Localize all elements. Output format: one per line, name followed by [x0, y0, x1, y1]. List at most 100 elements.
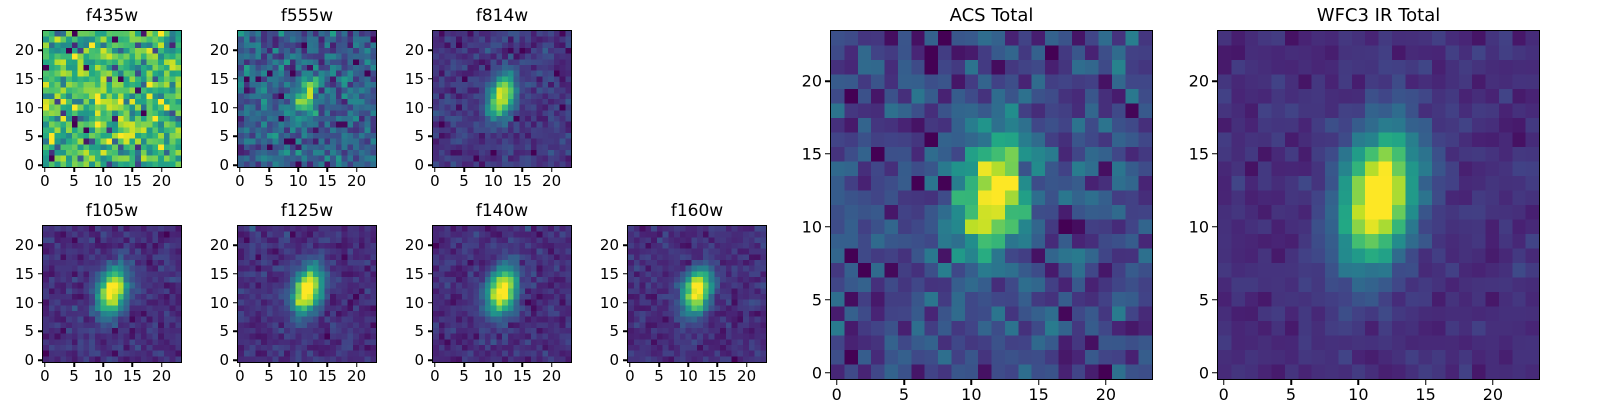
- x-tick-mark: [1105, 380, 1107, 385]
- x-tick-label: 15: [512, 367, 532, 385]
- panel-title-acs-total: ACS Total: [949, 5, 1034, 26]
- x-tick-mark: [268, 363, 270, 367]
- x-tick-label: 20: [1095, 385, 1117, 400]
- x-tick-label: 10: [93, 367, 113, 385]
- y-tick-label: 0: [609, 351, 619, 370]
- x-tick-mark: [970, 380, 973, 385]
- x-tick-label: 15: [122, 172, 142, 190]
- heatmap-image-f125w: [237, 225, 377, 363]
- x-tick-mark: [102, 363, 104, 367]
- y-tick-mark: [428, 273, 432, 275]
- y-tick-mark: [428, 49, 432, 51]
- x-tick-mark: [73, 168, 75, 172]
- x-tick-label: 5: [459, 172, 469, 190]
- x-tick-label: 10: [288, 172, 308, 190]
- x-tick-mark: [1222, 380, 1225, 385]
- y-tick-mark: [428, 301, 432, 304]
- x-tick-mark: [550, 363, 553, 367]
- panel-title-f140w: f140w: [475, 201, 529, 221]
- y-tick-label: 5: [811, 290, 822, 310]
- y-tick-mark: [428, 330, 432, 333]
- panel-f105w: f105w 0 5 10 15 20 0 5 10 15 20: [15, 201, 182, 385]
- x-axis-acs-total: 0 5 10 15 20: [830, 380, 1153, 400]
- x-tick-label: 0: [625, 367, 635, 385]
- x-tick-label: 20: [347, 172, 367, 190]
- y-tick-mark: [38, 244, 42, 246]
- x-tick-mark: [239, 363, 241, 367]
- panel-title-f435w: f435w: [85, 6, 139, 26]
- y-tick-mark: [38, 135, 42, 138]
- heatmap-image-f814w: [432, 30, 572, 168]
- x-tick-mark: [44, 363, 46, 367]
- y-tick-label: 20: [209, 41, 229, 60]
- y-tick-mark: [623, 301, 627, 304]
- y-tick-label: 20: [599, 236, 619, 255]
- y-tick-mark: [233, 244, 237, 246]
- x-tick-label: 20: [152, 367, 172, 385]
- panel-title-wfc3-ir-total: WFC3 IR Total: [1316, 5, 1441, 26]
- y-tick-label: 10: [209, 98, 229, 117]
- y-tick-label: 15: [14, 69, 34, 88]
- y-tick-mark: [1212, 153, 1217, 155]
- y-tick-label: 0: [1198, 363, 1209, 383]
- x-tick-label: 5: [69, 367, 79, 385]
- x-tick-mark: [521, 363, 524, 367]
- y-tick-mark: [233, 164, 237, 166]
- y-tick-mark: [233, 49, 237, 51]
- y-axis-acs-total: 0 5 10 15 20: [786, 30, 830, 382]
- y-tick-label: 10: [209, 293, 229, 312]
- panel-title-f814w: f814w: [475, 6, 529, 26]
- y-tick-label: 15: [404, 264, 424, 283]
- y-tick-mark: [233, 359, 237, 361]
- y-tick-mark: [1212, 80, 1217, 82]
- heatmap-image-f555w: [237, 30, 377, 168]
- x-axis-wfc3-ir-total: 0 5 10 15 20: [1217, 380, 1540, 400]
- y-tick-mark: [233, 273, 237, 275]
- x-axis-f435w: 0 5 10 15 20: [40, 168, 182, 190]
- x-tick-label: 10: [483, 367, 503, 385]
- x-tick-mark: [835, 380, 838, 385]
- x-tick-label: 0: [430, 172, 440, 190]
- y-tick-label: 20: [1188, 71, 1209, 91]
- heatmap-image-f435w: [42, 30, 182, 168]
- y-tick-mark: [38, 330, 42, 333]
- y-tick-mark: [1212, 371, 1217, 374]
- y-tick-mark: [428, 78, 432, 80]
- y-tick-label: 20: [14, 236, 34, 255]
- x-tick-label: 20: [542, 367, 562, 385]
- y-tick-mark: [428, 106, 432, 109]
- y-tick-label: 0: [219, 351, 229, 370]
- x-tick-label: 15: [1028, 385, 1049, 400]
- y-tick-label: 20: [14, 41, 34, 60]
- x-tick-mark: [492, 363, 494, 367]
- x-tick-mark: [268, 168, 270, 172]
- heatmap-image-f105w: [42, 225, 182, 363]
- x-tick-mark: [1290, 380, 1292, 385]
- x-tick-label: 0: [40, 367, 50, 385]
- y-tick-label: 5: [219, 127, 229, 146]
- y-tick-label: 5: [414, 322, 424, 341]
- y-tick-label: 15: [599, 264, 619, 283]
- y-tick-label: 15: [1188, 144, 1209, 164]
- y-tick-label: 20: [801, 71, 822, 91]
- x-tick-label: 20: [347, 367, 367, 385]
- y-tick-label: 0: [24, 351, 34, 370]
- x-tick-label: 10: [1348, 385, 1369, 400]
- x-tick-mark: [131, 168, 134, 172]
- y-tick-mark: [623, 244, 627, 246]
- x-tick-label: 20: [152, 172, 172, 190]
- x-tick-label: 0: [235, 172, 245, 190]
- x-tick-label: 10: [93, 172, 113, 190]
- y-tick-label: 0: [24, 156, 34, 175]
- x-tick-label: 15: [317, 172, 337, 190]
- x-tick-mark: [463, 168, 465, 172]
- x-tick-mark: [550, 168, 553, 172]
- x-tick-mark: [1037, 380, 1040, 385]
- x-axis-f105w: 0 5 10 15 20: [40, 363, 182, 385]
- x-tick-label: 20: [737, 367, 757, 385]
- heatmap-image-acs-total: [830, 30, 1153, 380]
- x-tick-mark: [160, 168, 163, 172]
- y-tick-label: 20: [209, 236, 229, 255]
- y-tick-label: 5: [24, 322, 34, 341]
